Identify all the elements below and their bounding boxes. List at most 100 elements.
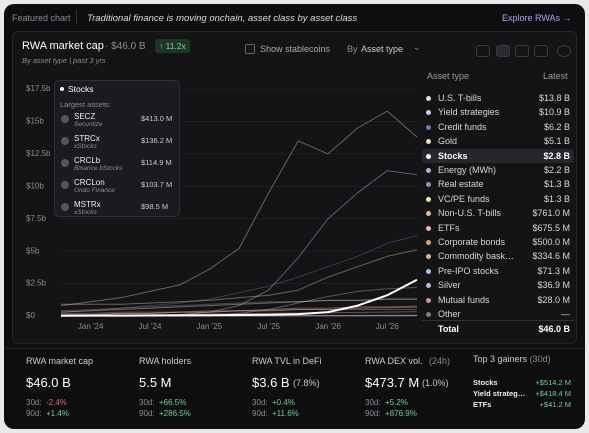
chevron: ⌄ <box>413 42 421 52</box>
pie-icon[interactable] <box>515 45 529 57</box>
series-line <box>61 306 418 316</box>
legend-name: Other <box>438 309 461 319</box>
stat-30d: -2.4% <box>46 398 67 407</box>
legend-header: Asset type <box>427 71 470 81</box>
legend-dot <box>426 268 431 274</box>
legend-dot <box>426 182 431 188</box>
tooltip <box>54 80 180 217</box>
x-tick-label: Jan '26 <box>315 322 341 331</box>
chart: $0 $2.5b $5b $7.5b $10b $12.5b $15b $17.5b Jan '… <box>26 84 418 331</box>
asset-issuer: Securitize <box>74 121 103 128</box>
stat-value: 5.5 M <box>139 375 172 390</box>
stat-label: RWA holders <box>139 356 192 366</box>
group-prefix: By <box>347 44 358 54</box>
legend-name: VC/PE funds <box>438 193 490 204</box>
tooltip-subtitle: Largest assets: <box>60 100 111 109</box>
legend-row: Pre-IPO stocks $71.3 M <box>422 264 574 278</box>
legend-name: Pre-IPO stocks <box>438 265 499 276</box>
asset-icon <box>61 181 69 189</box>
stat-value: $46.0 B <box>26 375 71 390</box>
legend-row: Gold $5.1 B <box>422 134 574 148</box>
legend-dot <box>426 153 431 159</box>
bar-icon[interactable] <box>476 45 490 57</box>
stat-note: (24h) <box>429 356 451 366</box>
tooltip-dot <box>60 87 64 91</box>
y-tick-label: $15b <box>26 117 44 126</box>
stat-30d-label: 30d: <box>26 398 42 407</box>
legend-dot <box>426 110 431 116</box>
legend-name: Gold <box>438 136 458 147</box>
y-tick-label: $12.5b <box>26 149 51 158</box>
legend-dot <box>426 283 431 289</box>
explore-link[interactable]: Explore RWAs → <box>502 13 572 23</box>
stat-share: (7.8%) <box>293 378 320 388</box>
legend-value: $10.9 B <box>538 107 570 118</box>
legend-name: Mutual funds <box>438 294 490 305</box>
legend-name: Commodity bask… <box>438 251 515 262</box>
stat-90d: +11.6% <box>272 409 299 418</box>
gainers-period: (30d) <box>529 354 551 364</box>
stat-30d-label: 30d: <box>139 398 155 407</box>
headline: Traditional finance is moving onchain, a… <box>87 13 358 24</box>
legend-dot <box>426 211 431 217</box>
gainer-name: Yield strateg… <box>473 389 526 398</box>
stat-30d: +0.4% <box>272 398 295 407</box>
asset-ticker: MSTRx <box>74 200 101 209</box>
legend-value: $6.2 B <box>543 121 570 132</box>
grid-icon[interactable] <box>534 45 548 57</box>
panel-title: RWA market cap <box>22 40 104 52</box>
legend-row: ETFs $675.5 M <box>422 221 574 235</box>
legend-name: Silver <box>438 280 461 291</box>
x-tick-label: Jul '24 <box>139 322 162 331</box>
legend-row: Credit funds $6.2 B <box>422 120 574 134</box>
toggle-label[interactable]: Show stablecoins <box>260 44 331 54</box>
legend-dot <box>426 139 431 145</box>
asset-icon <box>61 203 69 211</box>
legend-row: Non-U.S. T-bills $761.0 M <box>422 206 574 220</box>
stat-90d-label: 90d: <box>139 409 155 418</box>
legend-value: $1.3 B <box>543 179 570 190</box>
legend-header: Latest <box>543 71 568 81</box>
asset-ticker: CRCLb <box>74 156 101 165</box>
legend-row: Energy (MWh) $2.2 B <box>422 163 574 177</box>
legend-row: VC/PE funds $1.3 B <box>422 192 574 206</box>
series-line <box>60 298 417 312</box>
tag: Featured chart <box>12 13 71 23</box>
stat-90d-label: 90d: <box>252 409 268 418</box>
legend-value: $2.8 B <box>543 150 570 161</box>
legend-row: Stocks $2.8 B <box>422 148 574 163</box>
legend-dot <box>426 96 431 101</box>
series-line <box>61 287 418 317</box>
asset-ticker: SECZ <box>74 112 96 121</box>
stat-value: $3.6 B <box>252 375 290 390</box>
asset-ticker: STRCx <box>74 134 100 143</box>
series-line <box>60 110 418 307</box>
legend-dot <box>426 225 431 231</box>
asset-issuer: xStocks <box>74 209 97 216</box>
asset-value: $98.5 M <box>141 202 169 211</box>
series-line <box>61 309 417 314</box>
legend-row: Other — <box>422 307 574 321</box>
legend-value: $1.3 B <box>543 193 570 204</box>
asset-issuer: xStocks <box>74 143 97 150</box>
legend-row: Real estate $1.3 B <box>422 177 574 191</box>
gainer-value: +$41.2 M <box>539 400 571 409</box>
legend-name: Non-U.S. T-bills <box>438 208 501 219</box>
legend-value: — <box>561 309 570 319</box>
y-tick-label: $7.5b <box>26 214 47 223</box>
stat-label: RWA DEX vol. <box>365 356 423 366</box>
legend-name: Yield strategies <box>438 107 500 118</box>
series-line <box>60 235 418 313</box>
legend-value: $28.0 M <box>537 294 570 305</box>
group-select[interactable]: Asset type <box>361 44 404 54</box>
line-icon[interactable] <box>496 45 510 57</box>
series-line <box>61 305 418 316</box>
checkbox[interactable] <box>245 44 255 54</box>
settings-icon[interactable] <box>557 45 571 57</box>
asset-value: $103.7 M <box>141 180 173 189</box>
y-tick-label: $0 <box>26 311 35 320</box>
legend-value: $71.3 M <box>537 265 570 276</box>
stat-share: (1.0%) <box>422 378 449 388</box>
legend-name: ETFs <box>438 222 460 233</box>
stat-90d-label: 90d: <box>26 409 42 418</box>
